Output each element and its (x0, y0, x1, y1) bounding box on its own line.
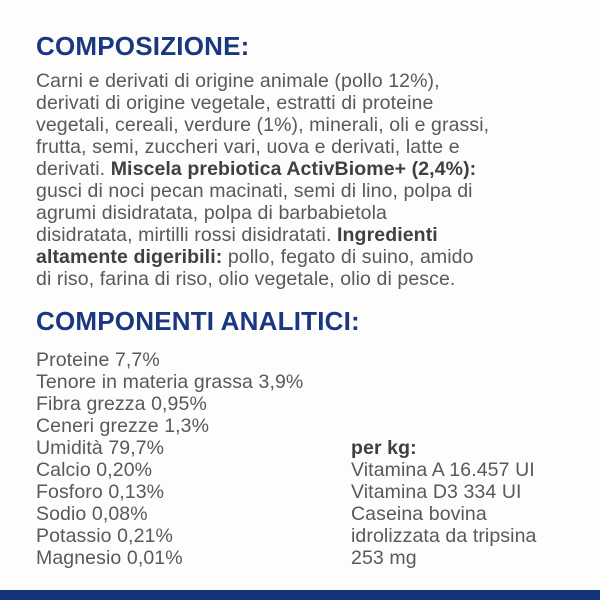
composition-line: disidratata, mirtilli rossi disidratati.… (36, 224, 438, 246)
analytics-left-column: Proteine 7,7% Tenore in materia grassa 3,… (36, 349, 303, 569)
per-kg-heading: per kg: (351, 437, 417, 459)
analytics-title: COMPONENTI ANALITICI: (36, 306, 360, 336)
per-kg-item: 253 mg (351, 547, 417, 569)
analytics-item: Sodio 0,08% (36, 503, 148, 525)
analytics-item: Calcio 0,20% (36, 459, 153, 481)
analytics-item: Proteine 7,7% (36, 349, 160, 371)
per-kg-item: idrolizzata da tripsina (351, 525, 537, 547)
composition-line: gusci di noci pecan macinati, semi di li… (36, 180, 473, 202)
composition-line: di riso, farina di riso, olio vegetale, … (36, 268, 456, 290)
composition-line: vegetali, cereali, verdure (1%), mineral… (36, 114, 490, 136)
analytics-item: Fibra grezza 0,95% (36, 393, 207, 415)
analytics-item: Magnesio 0,01% (36, 547, 183, 569)
composition-line: agrumi disidratata, polpa di barbabietol… (36, 202, 387, 224)
analytics-item: Fosforo 0,13% (36, 481, 165, 503)
analytics-item: Umidità 79,7% (36, 437, 165, 459)
per-kg-list: Vitamina A 16.457 UI Vitamina D3 334 UI Ca… (351, 459, 536, 569)
composition-line: altamente digeribili: pollo, fegato di s… (36, 246, 474, 268)
per-kg-item: Vitamina A 16.457 UI (351, 459, 535, 481)
composition-line: frutta, semi, zuccheri vari, uova e deri… (36, 136, 460, 158)
analytics-item: Potassio 0,21% (36, 525, 173, 547)
analytics-item: Tenore in materia grassa 3,9% (36, 371, 304, 393)
per-kg-item: Caseina bovina (351, 503, 487, 525)
footer-bar (0, 590, 600, 600)
composition-line: Carni e derivati di origine animale (pol… (36, 70, 440, 92)
composition-title: COMPOSIZIONE: (36, 31, 250, 61)
composition-line: derivati. Miscela prebiotica ActivBiome+… (36, 158, 477, 180)
composition-line: derivati di origine vegetale, estratti d… (36, 92, 434, 114)
analytics-right-column: per kg: Vitamina A 16.457 UI Vitamina D3 … (351, 437, 536, 569)
per-kg-item: Vitamina D3 334 UI (351, 481, 522, 503)
composition-paragraph: Carni e derivati di origine animale (pol… (36, 70, 489, 290)
analytics-item: Ceneri grezze 1,3% (36, 415, 210, 437)
